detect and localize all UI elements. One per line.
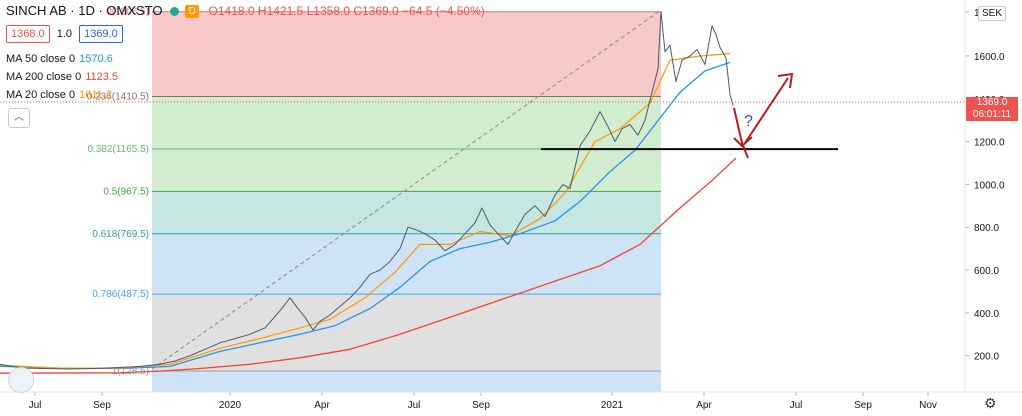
last-price-badge: 1369.0 06:01:11	[966, 97, 1018, 121]
ohlc-values: O1418.0 H1421.5 L1358.0 C1369.0 −64.5 (−…	[208, 4, 485, 18]
indicator-ma50[interactable]: MA 50 close 0 1570.6	[6, 53, 113, 65]
x-tick-label: Apr	[314, 400, 330, 411]
last-price-value: 1369.0	[976, 97, 1008, 108]
fib-band	[152, 233, 661, 295]
ma200-line	[0, 157, 737, 374]
tradingview-logo-icon[interactable]	[8, 367, 34, 393]
indicator-ma200[interactable]: MA 200 close 0 1123.5	[6, 71, 118, 83]
x-tick-label: Jul	[790, 400, 803, 411]
y-tick-label: 800.0	[974, 223, 999, 234]
ma50-line	[0, 61, 731, 370]
trend-dashed-line	[151, 9, 662, 370]
x-tick-label: Jul	[408, 400, 421, 411]
fibonacci-labels: 0(1806.5) 0.236(1410.5) 0.382(1165.5) 0.5(9…	[87, 7, 149, 377]
symbol-title[interactable]: SINCH AB · 1D · OMXSTO	[6, 3, 163, 18]
x-tick-label: Sep	[472, 400, 490, 411]
ma200-series	[0, 157, 737, 374]
currency-label[interactable]: SEK	[978, 6, 1007, 21]
price-series	[0, 11, 734, 370]
fib-band	[152, 191, 661, 234]
x-tick-label: Apr	[696, 400, 712, 411]
fib-level-label: 0.618(769.5)	[92, 229, 149, 240]
fib-level-label: 0.786(487.5)	[92, 289, 149, 300]
y-tick-label: 1200.0	[974, 138, 1005, 149]
ma20-series	[0, 53, 731, 369]
y-tick-label: 200.0	[974, 352, 999, 363]
y-tick-label: 1600.0	[974, 52, 1005, 63]
gear-icon[interactable]: ⚙	[984, 395, 997, 411]
y-tick-label: 600.0	[974, 266, 999, 277]
fibonacci-bands	[152, 11, 661, 392]
bar-countdown: 06:01:11	[972, 109, 1012, 120]
fib-band	[152, 371, 661, 392]
chevron-up-icon: ︿	[14, 112, 24, 123]
indicator-label: MA 50 close 0	[6, 53, 76, 65]
price-axis: 200.0400.0600.0800.01000.01200.01400.016…	[965, 8, 1005, 363]
x-tick-label: Sep	[93, 400, 111, 411]
trade-row: 1368.0 1.0 1369.0	[6, 25, 127, 43]
y-tick-label: 400.0	[974, 309, 999, 320]
fib-band	[152, 11, 661, 97]
buy-price-button[interactable]: 1369.0	[79, 25, 123, 43]
market-status-dot	[169, 7, 179, 17]
x-tick-label: Nov	[919, 400, 937, 411]
ma20-line	[0, 53, 731, 369]
x-tick-label: 2021	[601, 400, 624, 411]
chart-header: SINCH AB · 1D · OMXSTO D O1418.0 H1421.5…	[6, 3, 485, 19]
price-line	[0, 11, 734, 370]
fib-level-label: 0.236(1410.5)	[87, 92, 149, 103]
indicator-label: MA 200 close 0	[6, 71, 82, 83]
time-axis: Jul Sep 2020 Apr Jul Sep 2021 Apr Jul Sep Nov	[29, 392, 937, 411]
delayed-badge[interactable]: D	[185, 5, 200, 19]
fib-band	[152, 96, 661, 149]
x-tick-label: Jul	[29, 400, 42, 411]
question-mark: ?	[744, 113, 753, 130]
indicator-value: 1611.2	[79, 89, 112, 101]
x-tick-label: Sep	[854, 400, 872, 411]
fib-level-label: 0(1806.5)	[106, 7, 149, 18]
fib-level-label: 1(128.5)	[112, 366, 149, 377]
indicator-label: MA 20 close 0	[6, 89, 76, 101]
indicator-ma20[interactable]: MA 20 close 0 1611.2	[6, 89, 112, 101]
fib-level-label: 0.5(967.5)	[103, 186, 149, 197]
collapse-legend-button[interactable]: ︿	[8, 108, 30, 128]
indicator-value: 1123.5	[85, 71, 119, 83]
forecast-arrows	[733, 72, 794, 159]
ma50-series	[0, 61, 731, 370]
x-tick-label: 2020	[219, 400, 242, 411]
y-tick-label: 1000.0	[974, 180, 1005, 191]
sell-price-button[interactable]: 1368.0	[6, 25, 50, 43]
fib-level-label: 0.382(1165.5)	[87, 144, 149, 155]
fib-band	[152, 148, 661, 192]
indicator-value: 1570.6	[79, 53, 113, 65]
price-step: 1.0	[56, 28, 73, 40]
